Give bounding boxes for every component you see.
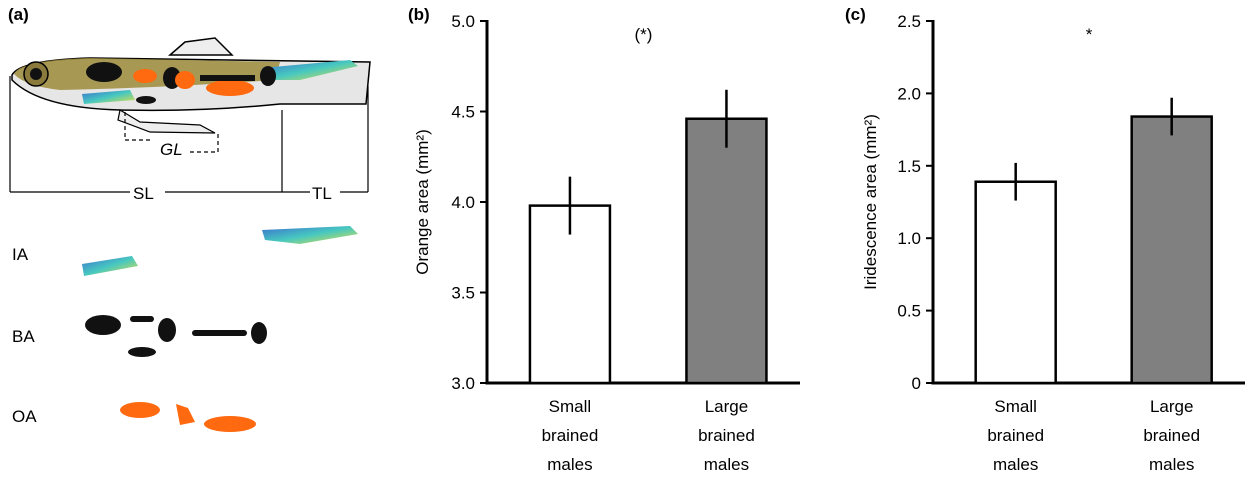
black-bar — [130, 316, 154, 322]
ba-label: BA — [12, 327, 35, 346]
orange-spot — [206, 80, 254, 96]
annotation: * — [1086, 25, 1093, 44]
orange-spot — [175, 71, 195, 89]
panel-label: (b) — [408, 5, 430, 24]
black-spot — [251, 322, 267, 344]
y-tick-label: 0.5 — [897, 302, 921, 321]
orange-spot — [120, 402, 160, 418]
black-spot — [158, 318, 176, 342]
ia-label: IA — [12, 245, 29, 264]
gl-label: GL — [160, 140, 183, 159]
x-tick-label: Small brained males — [542, 397, 599, 474]
tl-label: TL — [312, 184, 332, 203]
black-bar — [200, 75, 255, 81]
y-tick-label: 0 — [912, 374, 921, 393]
y-tick-label: 2.0 — [897, 84, 921, 103]
pupil — [30, 68, 42, 80]
oa-label: OA — [12, 407, 37, 426]
x-tick-label: Small brained males — [987, 397, 1044, 474]
sl-label: SL — [133, 184, 154, 203]
annotation: (*) — [635, 25, 653, 44]
y-axis-label: Orange area (mm²) — [413, 129, 432, 274]
black-spot — [260, 66, 276, 86]
bar — [685, 117, 768, 385]
orange-spot — [176, 404, 195, 425]
black-spot — [85, 315, 121, 335]
panel-label: (a) — [8, 5, 29, 24]
iridescent-patch — [262, 226, 358, 244]
iridescent-patch — [82, 256, 138, 276]
bar — [1130, 115, 1213, 385]
x-tick-label: Large brained males — [1143, 397, 1200, 474]
gonopodium — [117, 109, 216, 134]
bar — [974, 180, 1057, 385]
gl-bracket — [124, 112, 219, 153]
y-tick-label: 3.5 — [451, 284, 475, 303]
orange-spot — [204, 416, 256, 432]
y-tick-label: 1.5 — [897, 157, 921, 176]
y-tick-label: 2.5 — [897, 12, 921, 31]
panel-label: (c) — [845, 5, 866, 24]
iridescent-patch — [262, 60, 358, 80]
panel-a: (a) GL SL TL IA BA OA — [8, 5, 371, 432]
y-tick-label: 1.0 — [897, 229, 921, 248]
black-spot — [128, 347, 156, 357]
x-tick-label: Large brained males — [698, 397, 755, 474]
y-tick-label: 5.0 — [451, 12, 475, 31]
iridescent-patch — [82, 90, 135, 104]
y-tick-label: 4.0 — [451, 193, 475, 212]
dorsal-fin — [167, 37, 234, 56]
black-spot — [86, 62, 122, 82]
y-tick-label: 4.5 — [451, 103, 475, 122]
black-bar — [192, 330, 247, 336]
black-spot — [136, 96, 156, 104]
measure-lines — [9, 76, 369, 193]
orange-spot — [133, 69, 157, 83]
y-axis-label: Iridescence area (mm²) — [861, 114, 880, 290]
bar — [528, 204, 612, 385]
y-tick-label: 3.0 — [451, 374, 475, 393]
